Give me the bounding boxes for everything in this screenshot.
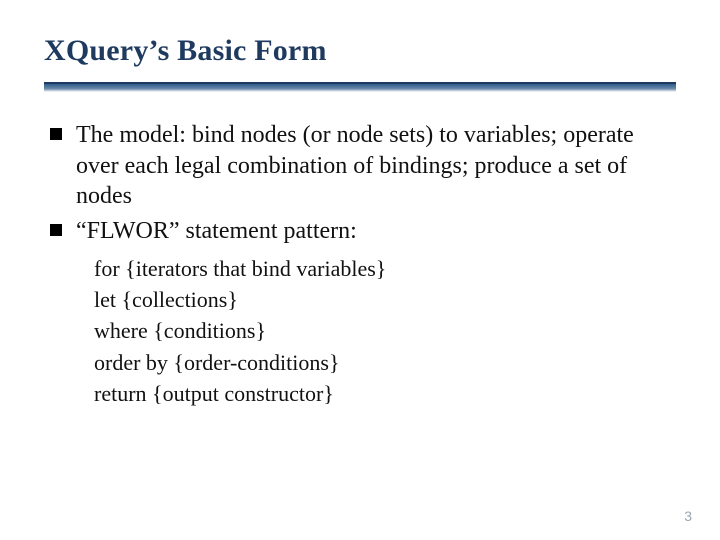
bullet-marker-icon bbox=[50, 128, 62, 140]
title-rule bbox=[44, 82, 676, 92]
title-rule-gradient bbox=[44, 84, 676, 92]
slide-content: The model: bind nodes (or node sets) to … bbox=[44, 120, 676, 409]
flwor-pattern-lines: for {iterators that bind variables} let … bbox=[94, 253, 672, 409]
bullet-item: The model: bind nodes (or node sets) to … bbox=[50, 120, 672, 212]
page-number: 3 bbox=[684, 508, 692, 524]
flwor-line-return: return {output constructor} bbox=[94, 378, 672, 409]
flwor-line-for: for {iterators that bind variables} bbox=[94, 253, 672, 284]
slide-title: XQuery’s Basic Form bbox=[44, 34, 676, 74]
bullet-item: “FLWOR” statement pattern: bbox=[50, 216, 672, 247]
flwor-line-let: let {collections} bbox=[94, 284, 672, 315]
bullet-marker-icon bbox=[50, 224, 62, 236]
bullet-text: “FLWOR” statement pattern: bbox=[76, 216, 357, 247]
bullet-text: The model: bind nodes (or node sets) to … bbox=[76, 120, 672, 212]
flwor-line-where: where {conditions} bbox=[94, 315, 672, 346]
flwor-line-orderby: order by {order-conditions} bbox=[94, 347, 672, 378]
slide: XQuery’s Basic Form The model: bind node… bbox=[0, 0, 720, 540]
